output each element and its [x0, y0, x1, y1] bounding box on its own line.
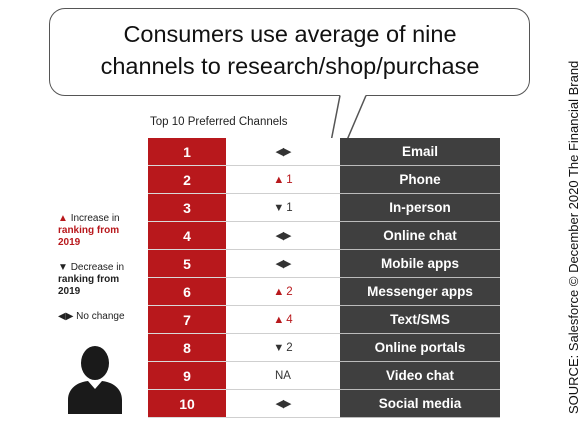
legend-increase-line2: ranking from — [58, 225, 120, 236]
change-cell: ◀▶ — [226, 250, 340, 277]
channel-cell: Social media — [340, 390, 500, 418]
channel-cell: Phone — [340, 166, 500, 194]
table-row: 1 ◀▶ Email — [148, 138, 500, 166]
chart-title: Consumers use average of nine channels t… — [52, 18, 528, 82]
title-line-1: Consumers use average of nine — [123, 21, 457, 47]
channels-table: 1 ◀▶ Email 2 ▲ 1 Phone 3 ▼ 1 In-person 4 ◀▶ Online ch… — [148, 138, 500, 418]
channel-cell: Video chat — [340, 362, 500, 390]
title-line-2: channels to research/shop/purchase — [100, 53, 480, 79]
rank-cell: 9 — [148, 362, 226, 390]
legend-decrease-line1: Decrease in — [70, 262, 125, 273]
change-value: 2 — [286, 285, 293, 298]
rank-cell: 6 — [148, 278, 226, 306]
table-row: 10 ◀▶ Social media — [148, 390, 500, 418]
change-value: NA — [275, 369, 291, 382]
person-icon — [68, 346, 122, 414]
change-cell: NA — [226, 362, 340, 389]
rank-cell: 10 — [148, 390, 226, 418]
rank-cell: 1 — [148, 138, 226, 166]
change-cell: ▼ 2 — [226, 334, 340, 361]
legend-decrease-line2: ranking from — [58, 274, 120, 285]
table-row: 3 ▼ 1 In-person — [148, 194, 500, 222]
triangle-down-icon: ▼ — [58, 262, 68, 273]
rank-cell: 2 — [148, 166, 226, 194]
table-row: 4 ◀▶ Online chat — [148, 222, 500, 250]
speech-bubble — [49, 8, 530, 96]
triangle-down-icon: ▼ — [273, 201, 285, 214]
change-cell: ◀▶ — [226, 222, 340, 249]
change-value: 1 — [286, 201, 293, 214]
triangle-up-icon: ▲ — [273, 173, 285, 186]
left-right-triangles-icon: ◀▶ — [275, 230, 292, 242]
rank-cell: 5 — [148, 250, 226, 278]
table-label: Top 10 Preferred Channels — [150, 116, 288, 128]
triangle-up-icon: ▲ — [273, 285, 285, 298]
change-value: 2 — [286, 341, 293, 354]
channel-cell: Email — [340, 138, 500, 166]
change-cell: ◀▶ — [226, 138, 340, 165]
legend-decrease-line3: 2019 — [58, 286, 81, 297]
left-right-triangles-icon: ◀▶ — [275, 398, 292, 410]
channel-cell: In-person — [340, 194, 500, 222]
legend-increase-line1: Increase in — [70, 213, 120, 224]
legend-nochange-label: No change — [76, 311, 125, 322]
rank-cell: 8 — [148, 334, 226, 362]
left-right-triangles-icon: ◀▶ — [275, 258, 292, 270]
channel-cell: Mobile apps — [340, 250, 500, 278]
table-row: 9 NA Video chat — [148, 362, 500, 390]
change-cell: ▼ 1 — [226, 194, 340, 221]
source-note: SOURCE: Salesforce © December 2020 The F… — [566, 40, 582, 420]
table-row: 5 ◀▶ Mobile apps — [148, 250, 500, 278]
rank-cell: 7 — [148, 306, 226, 334]
table-row: 2 ▲ 1 Phone — [148, 166, 500, 194]
source-text: SOURCE: Salesforce © December 2020 The F… — [566, 60, 581, 414]
legend-increase: ▲ Increase in ranking from 2019 — [58, 213, 120, 249]
change-value: 1 — [286, 173, 293, 186]
left-right-triangles-icon: ◀▶ — [58, 311, 74, 322]
channel-cell: Online chat — [340, 222, 500, 250]
triangle-up-icon: ▲ — [58, 213, 68, 224]
channel-cell: Messenger apps — [340, 278, 500, 306]
triangle-up-icon: ▲ — [273, 313, 285, 326]
rank-cell: 4 — [148, 222, 226, 250]
change-cell: ◀▶ — [226, 390, 340, 417]
rank-cell: 3 — [148, 194, 226, 222]
change-cell: ▲ 2 — [226, 278, 340, 305]
channel-cell: Online portals — [340, 334, 500, 362]
table-row: 7 ▲ 4 Text/SMS — [148, 306, 500, 334]
table-row: 6 ▲ 2 Messenger apps — [148, 278, 500, 306]
channel-cell: Text/SMS — [340, 306, 500, 334]
change-cell: ▲ 4 — [226, 306, 340, 333]
change-cell: ▲ 1 — [226, 166, 340, 193]
legend-decrease: ▼ Decrease in ranking from 2019 — [58, 262, 124, 298]
triangle-down-icon: ▼ — [273, 341, 285, 354]
legend-nochange: ◀▶ No change — [58, 311, 125, 323]
table-row: 8 ▼ 2 Online portals — [148, 334, 500, 362]
change-value: 4 — [286, 313, 293, 326]
legend-increase-line3: 2019 — [58, 237, 81, 248]
left-right-triangles-icon: ◀▶ — [275, 146, 292, 158]
